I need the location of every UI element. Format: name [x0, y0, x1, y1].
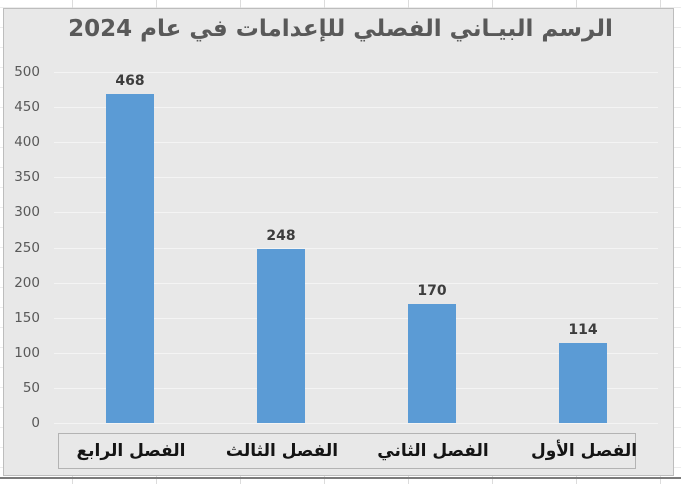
y-tick-label: 0	[31, 415, 40, 431]
category-label: الفصل الثالث	[225, 441, 339, 461]
bar[interactable]	[408, 304, 456, 423]
plot-area: 468 248 170 114	[54, 72, 658, 424]
y-tick-label: 500	[14, 64, 40, 80]
category-axis-strip[interactable]: الفصل الرابع الفصل الثالث الفصل الثاني الفص…	[58, 433, 637, 469]
window-bottom-border	[0, 477, 681, 479]
bar[interactable]	[257, 249, 305, 423]
data-label: 114	[568, 322, 598, 338]
gridline	[54, 353, 658, 354]
y-tick-label: 150	[14, 310, 40, 326]
data-label: 170	[417, 283, 447, 299]
data-label: 468	[115, 73, 145, 89]
chart-title[interactable]: الرسم البيـاني الفصلي للإعدامات في عام 2…	[68, 16, 613, 42]
gridline	[54, 388, 658, 389]
y-tick-label: 200	[14, 275, 40, 291]
category-label: الفصل الثاني	[377, 441, 489, 461]
bar[interactable]	[559, 343, 607, 423]
gridline	[54, 423, 658, 424]
gridline	[54, 142, 658, 143]
gridline	[54, 318, 658, 319]
bar[interactable]	[106, 94, 154, 423]
gridline	[54, 107, 658, 108]
y-tick-label: 450	[14, 99, 40, 115]
y-tick-label: 100	[14, 345, 40, 361]
data-label: 248	[266, 228, 296, 244]
gridline	[54, 283, 658, 284]
y-tick-label: 50	[22, 380, 40, 396]
gridline	[54, 177, 658, 178]
y-axis[interactable]: 500 450 400 350 300 250 200 150 100 50 0	[0, 64, 42, 431]
y-tick-label: 300	[14, 204, 40, 220]
gridline	[54, 72, 658, 73]
gridline	[54, 248, 658, 249]
y-tick-label: 400	[14, 134, 40, 150]
gridline	[54, 212, 658, 213]
y-tick-label: 350	[14, 169, 40, 185]
category-label: الفصل الرابع	[76, 441, 186, 461]
category-label: الفصل الأول	[530, 441, 638, 461]
y-tick-label: 250	[14, 240, 40, 256]
